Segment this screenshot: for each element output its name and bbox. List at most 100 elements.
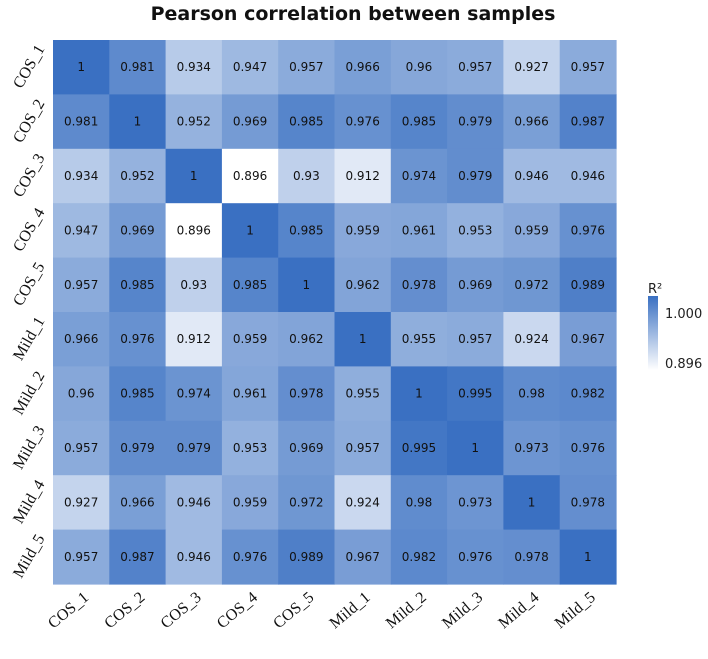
heatmap-cell-Mild_5-Mild_2: [390, 529, 448, 585]
heatmap-cell-COS_5-Mild_4: [503, 257, 561, 313]
cell-value-label: 0.974: [402, 169, 436, 183]
cell-value-label: 0.974: [177, 387, 211, 401]
legend-color-bar: [648, 296, 658, 370]
heatmap-cell-COS_5-Mild_3: [447, 257, 504, 313]
cell-value-label: 0.953: [233, 441, 267, 455]
heatmap-cell-COS_2-Mild_3: [447, 94, 504, 150]
cell-value-label: 0.981: [120, 60, 154, 74]
cell-value-label: 0.946: [571, 169, 605, 183]
row-label-Mild_1: Mild_1: [10, 314, 48, 363]
heatmap-cell-COS_4-Mild_3: [447, 203, 504, 259]
heatmap-cell-COS_4-COS_5: [278, 203, 336, 259]
heatmap-cell-COS_1-COS_4: [221, 40, 279, 95]
heatmap-cell-Mild_2-COS_2: [109, 366, 167, 422]
cell-value-label: 0.946: [177, 550, 211, 564]
cell-value-label: 0.961: [402, 223, 436, 237]
row-label-Mild_4: Mild_4: [10, 477, 48, 526]
cell-value-label: 0.969: [233, 115, 267, 129]
cell-value-label: 0.957: [458, 60, 492, 74]
heatmap-cell-Mild_3-Mild_4: [503, 420, 561, 476]
heatmap-cell-COS_2-COS_3: [165, 94, 223, 150]
heatmap-cell-Mild_4-Mild_5: [559, 475, 617, 531]
chart-title: Pearson correlation between samples: [151, 3, 556, 25]
heatmap-cell-Mild_3-Mild_2: [390, 420, 448, 476]
heatmap-cell-Mild_1-COS_4: [221, 312, 279, 367]
cell-value-label: 0.969: [289, 441, 323, 455]
cell-value-label: 0.985: [402, 115, 436, 129]
heatmap-cell-COS_4-COS_3: [165, 203, 223, 259]
cell-value-label: 0.966: [120, 495, 154, 509]
cell-value-label: 0.978: [571, 495, 605, 509]
heatmap-cell-Mild_5-Mild_4: [503, 529, 561, 585]
column-label-COS_5: COS_5: [270, 589, 317, 632]
heatmap-cell-COS_5-COS_1: [53, 257, 110, 313]
cell-value-label: 1: [246, 223, 254, 237]
cell-value-label: 0.985: [120, 387, 154, 401]
heatmap-cell-COS_3-COS_2: [109, 148, 167, 204]
heatmap-cell-COS_1-Mild_1: [334, 40, 392, 95]
heatmap-cell-Mild_2-Mild_4: [503, 366, 561, 422]
cell-value-label: 0.957: [458, 332, 492, 346]
heatmap-cell-COS_3-Mild_5: [559, 148, 617, 204]
heatmap-cell-Mild_1-COS_2: [109, 312, 167, 367]
cell-value-label: 0.952: [177, 115, 211, 129]
cell-value-label: 0.946: [514, 169, 548, 183]
cell-value-label: 0.927: [64, 495, 98, 509]
heatmap-cell-Mild_4-Mild_3: [447, 475, 504, 531]
heatmap-cell-Mild_1-COS_5: [278, 312, 336, 367]
heatmap-cell-Mild_1-Mild_5: [559, 312, 617, 367]
cell-value-label: 0.957: [289, 60, 323, 74]
cell-value-label: 0.96: [68, 387, 95, 401]
cell-value-label: 0.978: [402, 278, 436, 292]
cell-value-label: 0.979: [458, 115, 492, 129]
heatmap-cell-COS_5-Mild_2: [390, 257, 448, 313]
heatmap-cell-COS_3-Mild_1: [334, 148, 392, 204]
cell-value-label: 1: [415, 387, 423, 401]
heatmap-cell-COS_1-COS_2: [109, 40, 167, 95]
heatmap-cell-COS_3-COS_3: [165, 148, 223, 204]
cell-value-label: 0.985: [289, 115, 323, 129]
heatmap-cell-Mild_3-Mild_1: [334, 420, 392, 476]
cell-value-label: 0.973: [514, 441, 548, 455]
heatmap-cell-Mild_4-COS_4: [221, 475, 279, 531]
heatmap-cells: 1 0.981 0.934 0.947 0.957 0.966 0.96 0.957 0.927…: [53, 40, 617, 585]
heatmap-cell-COS_3-Mild_3: [447, 148, 504, 204]
cell-value-label: 1: [584, 550, 592, 564]
cell-value-label: 0.924: [514, 332, 548, 346]
heatmap-cell-Mild_4-Mild_4: [503, 475, 561, 531]
cell-value-label: 1: [471, 441, 479, 455]
cell-value-label: 1: [134, 115, 142, 129]
heatmap-cell-Mild_1-Mild_3: [447, 312, 504, 367]
heatmap-cell-Mild_1-Mild_2: [390, 312, 448, 367]
heatmap-cell-COS_1-Mild_3: [447, 40, 504, 95]
cell-value-label: 0.976: [571, 441, 605, 455]
cell-value-label: 0.967: [345, 550, 379, 564]
heatmap-cell-Mild_1-Mild_1: [334, 312, 392, 367]
cell-value-label: 0.976: [345, 115, 379, 129]
heatmap-cell-Mild_2-Mild_3: [447, 366, 504, 422]
cell-value-label: 0.934: [177, 60, 211, 74]
heatmap-cell-Mild_5-COS_1: [53, 529, 110, 585]
cell-value-label: 0.959: [345, 223, 379, 237]
row-label-COS_5: COS_5: [10, 260, 48, 309]
heatmap-cell-COS_4-Mild_1: [334, 203, 392, 259]
cell-value-label: 0.98: [406, 495, 433, 509]
cell-value-label: 0.967: [571, 332, 605, 346]
cell-value-label: 0.966: [514, 115, 548, 129]
row-label-COS_3: COS_3: [10, 151, 48, 200]
cell-value-label: 0.955: [345, 387, 379, 401]
heatmap-cell-COS_2-Mild_2: [390, 94, 448, 150]
heatmap-cell-Mild_5-COS_5: [278, 529, 336, 585]
cell-value-label: 0.96: [406, 60, 433, 74]
heatmap-cell-COS_2-COS_1: [53, 94, 110, 150]
heatmap-cell-COS_2-COS_4: [221, 94, 279, 150]
cell-value-label: 0.955: [402, 332, 436, 346]
cell-value-label: 0.972: [289, 495, 323, 509]
cell-value-label: 0.969: [120, 223, 154, 237]
cell-value-label: 0.973: [458, 495, 492, 509]
heatmap-cell-COS_5-COS_4: [221, 257, 279, 313]
column-label-Mild_5: Mild_5: [552, 589, 599, 632]
heatmap-cell-Mild_2-COS_5: [278, 366, 336, 422]
heatmap-cell-COS_1-COS_3: [165, 40, 223, 95]
cell-value-label: 0.924: [345, 495, 379, 509]
